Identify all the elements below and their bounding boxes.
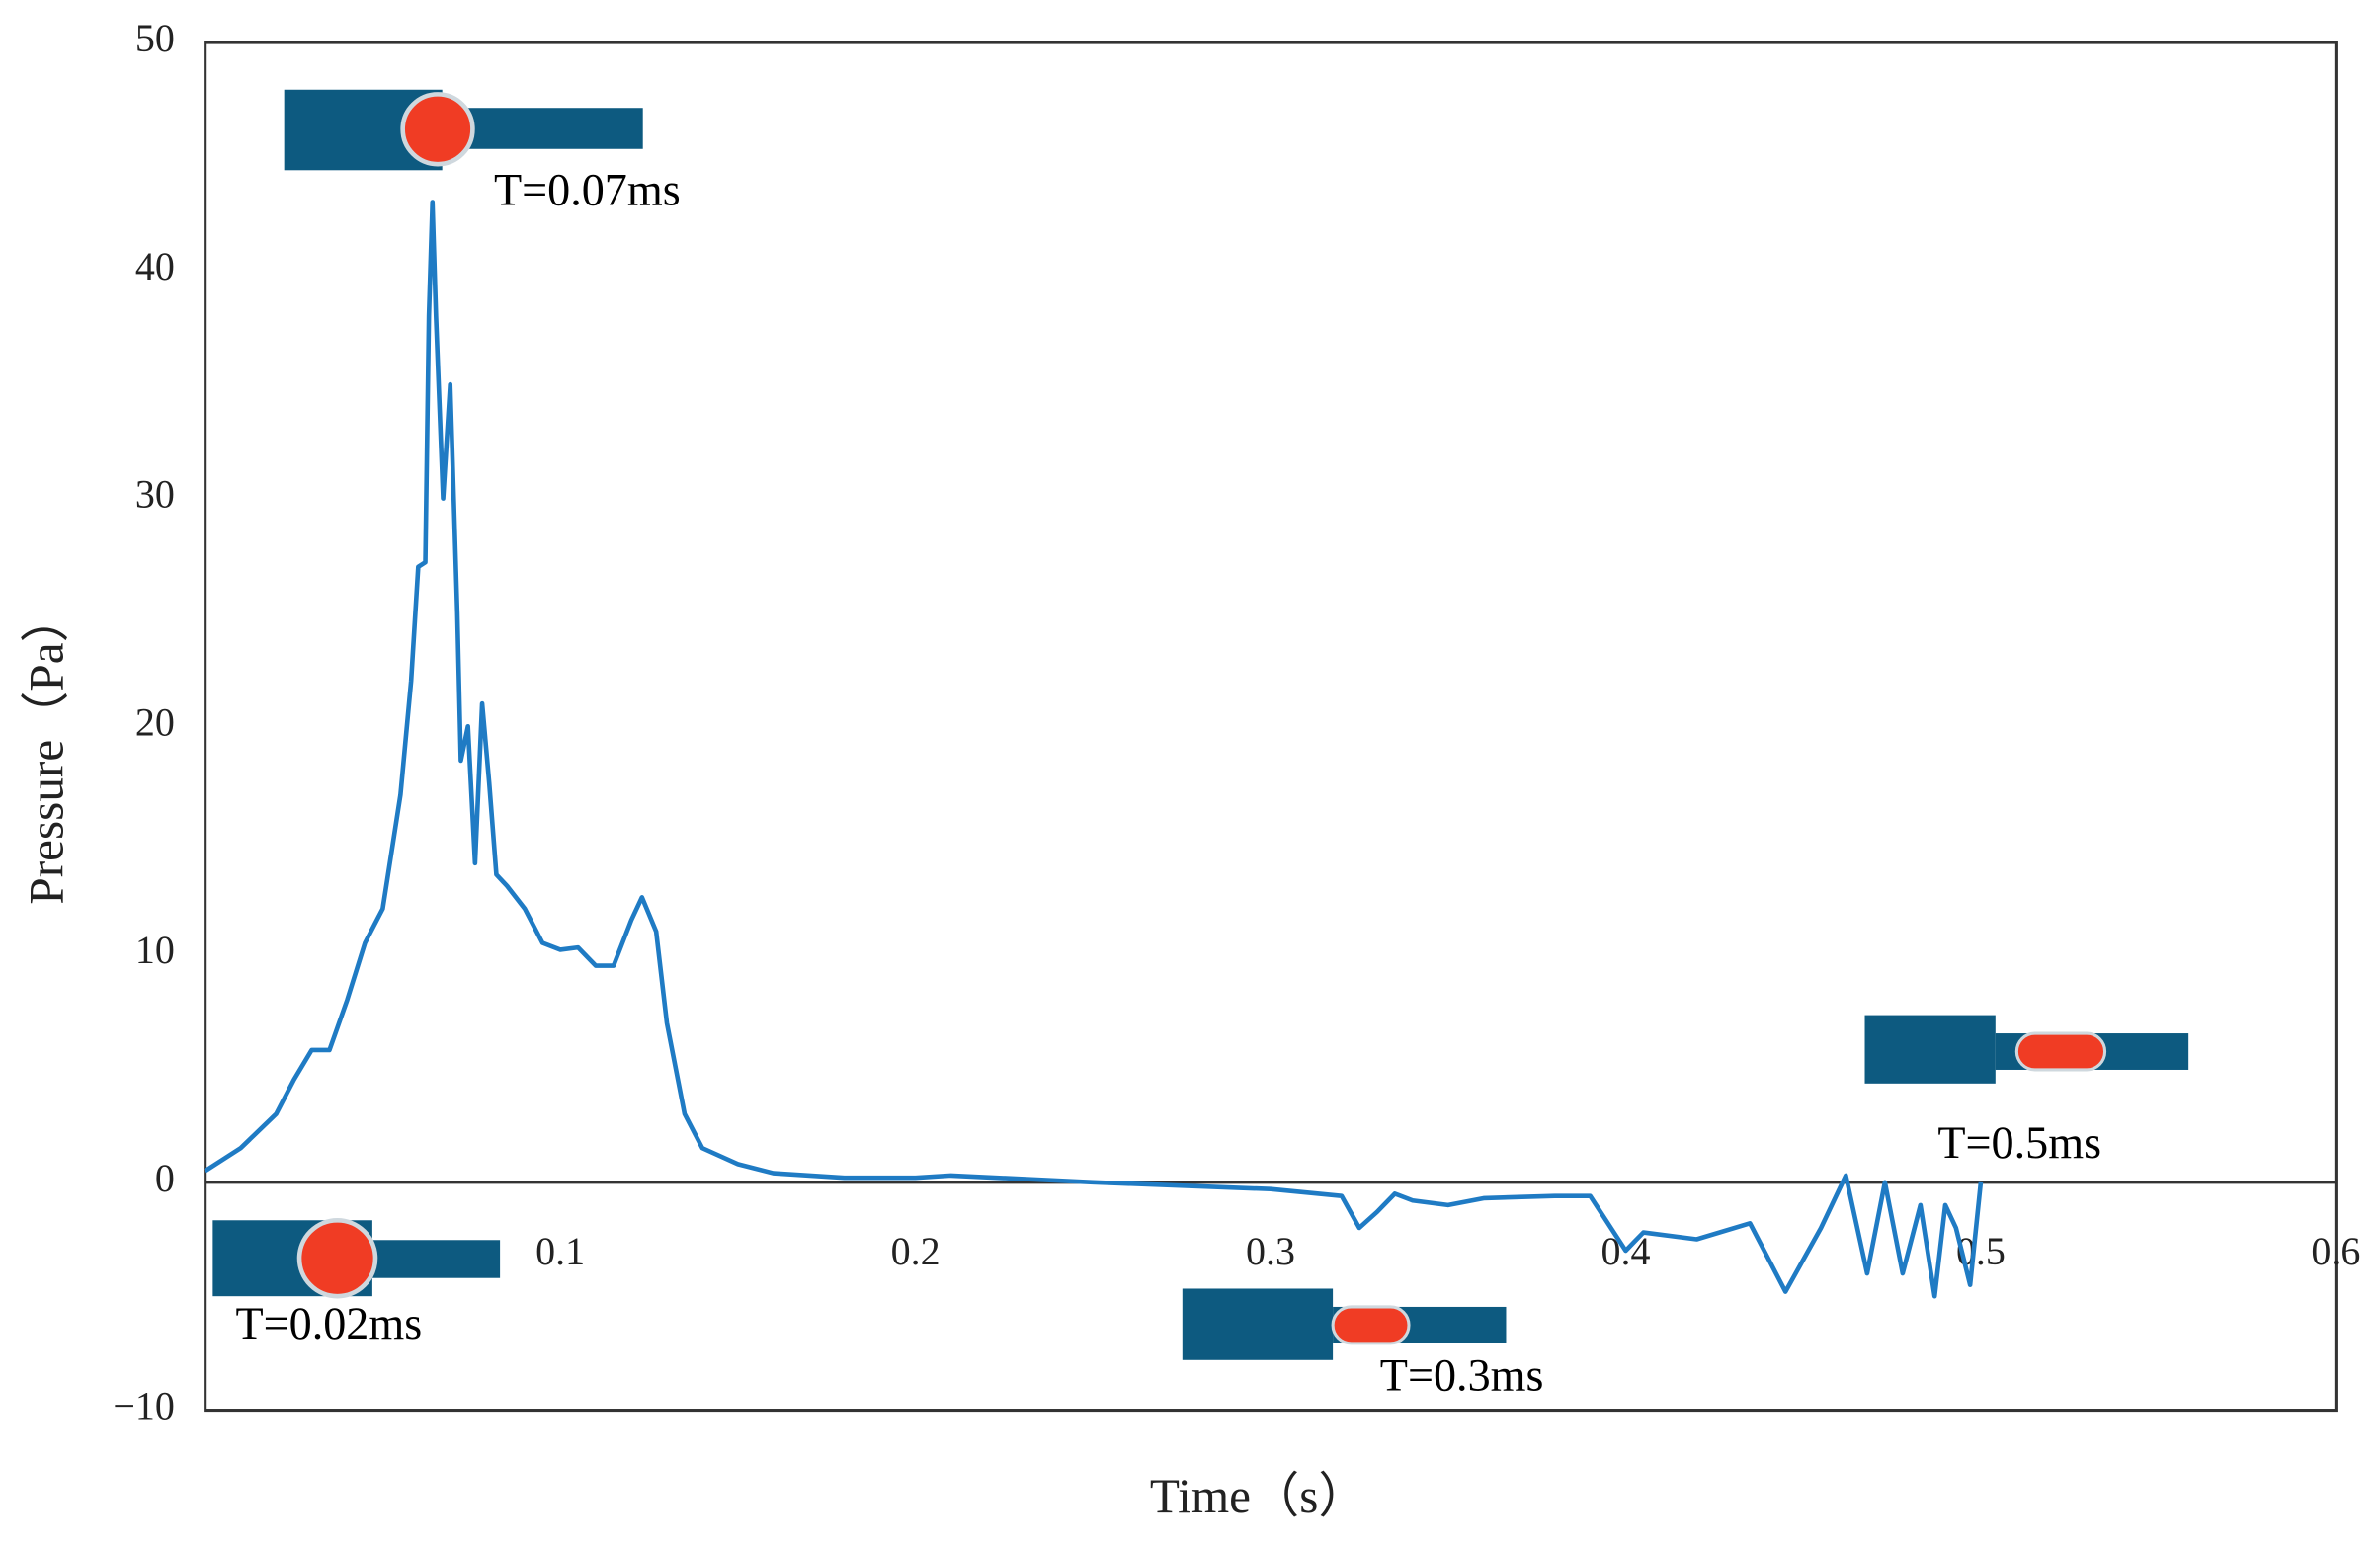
icon-bubble [296, 1217, 378, 1299]
icon-chamber [1182, 1288, 1334, 1360]
x-tick-label: 0.6 [2311, 1229, 2360, 1273]
y-tick-label: −10 [113, 1384, 175, 1428]
icon-tube [442, 108, 643, 149]
y-tick-label: 20 [135, 699, 175, 744]
icon-tube [371, 1240, 501, 1278]
y-tick-label: 40 [135, 244, 175, 288]
y-axis-label: Pressure（Pa） [20, 594, 74, 904]
y-tick-label: 0 [155, 1156, 175, 1200]
icon-chamber [1864, 1015, 1996, 1084]
y-tick-label: 10 [135, 928, 175, 972]
icon-bubble [400, 92, 475, 167]
data-line [204, 200, 1984, 1299]
annotation: T=0.07ms [494, 164, 681, 214]
icon-bubble [2014, 1031, 2107, 1072]
x-axis-label: Time（s） [1150, 1469, 1367, 1523]
icon-bubble [1331, 1305, 1411, 1345]
x-tick-label: 0.2 [891, 1229, 941, 1273]
x-tick-label: 0.3 [1246, 1229, 1295, 1273]
y-tick-label: 30 [135, 472, 175, 517]
annotation: T=0.3ms [1380, 1349, 1544, 1400]
inset-icons [212, 89, 2189, 1360]
y-tick-label: 50 [135, 16, 175, 60]
annotation: T=0.5ms [1937, 1117, 2101, 1168]
plot-frame [204, 41, 2338, 1413]
annotation: T=0.02ms [235, 1298, 422, 1348]
x-tick-label: 0.1 [535, 1229, 585, 1273]
